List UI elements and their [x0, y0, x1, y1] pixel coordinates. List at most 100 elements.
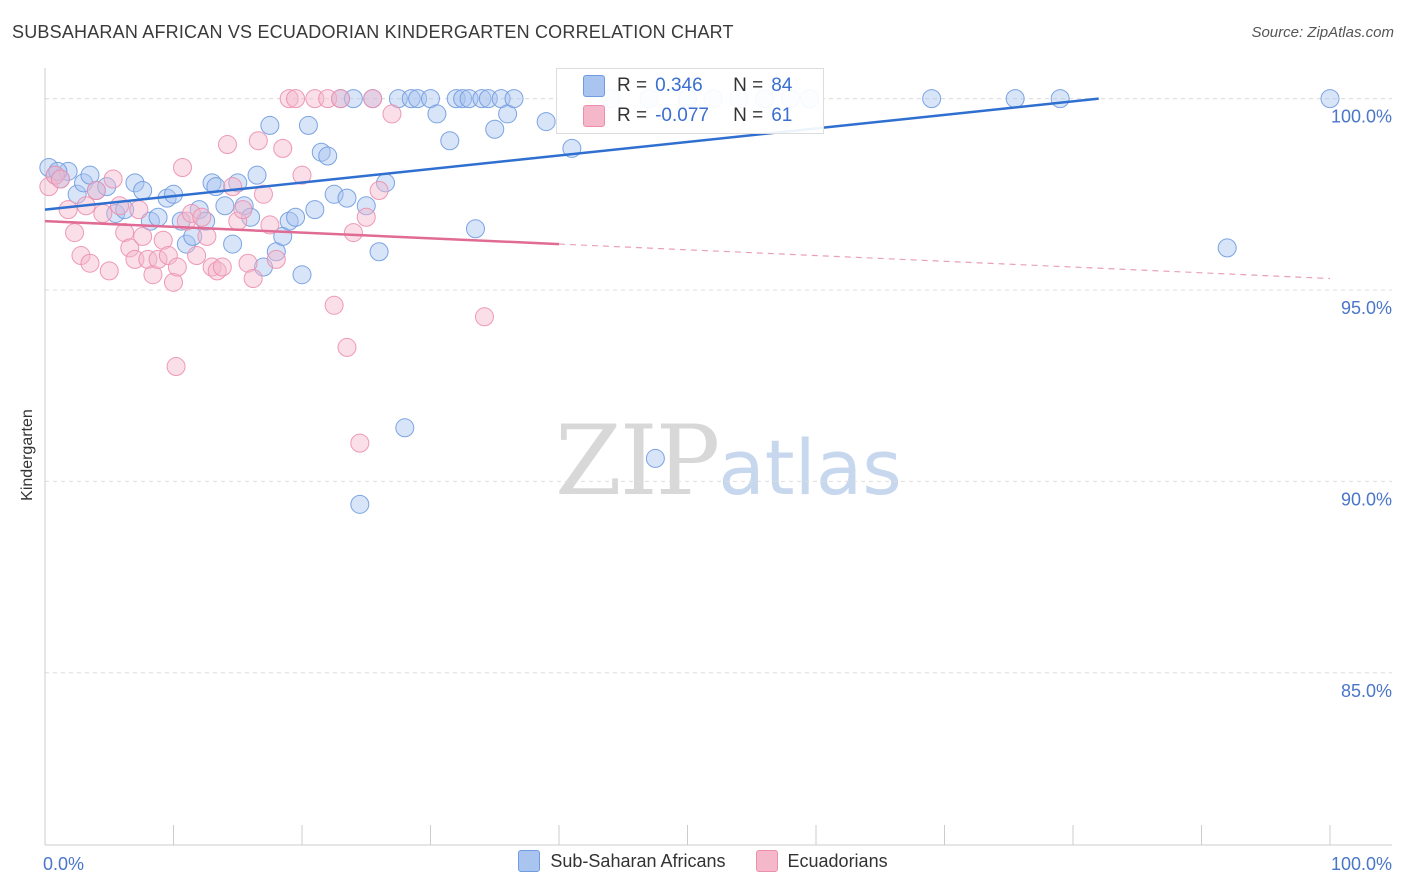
point-ecuadorian	[197, 226, 217, 246]
point-subsaharan	[247, 165, 267, 185]
point-subsaharan	[292, 265, 312, 285]
r-label: R =	[617, 105, 648, 126]
point-subsaharan	[223, 234, 243, 254]
swatch-ecuadorian	[583, 105, 605, 127]
point-ecuadorian	[202, 257, 222, 277]
point-ecuadorian	[166, 357, 186, 377]
watermark-zip: ZIP	[555, 405, 720, 517]
chart-title: SUBSAHARAN AFRICAN VS ECUADORIAN KINDERG…	[12, 22, 734, 42]
point-subsaharan	[395, 418, 415, 438]
y-tick-label: 95.0%	[1341, 298, 1392, 318]
point-ecuadorian	[337, 337, 357, 357]
point-ecuadorian	[45, 165, 65, 185]
point-subsaharan	[350, 494, 370, 514]
point-subsaharan	[286, 207, 306, 227]
swatch-subsaharan	[583, 75, 605, 97]
point-ecuadorian	[143, 265, 163, 285]
point-subsaharan	[453, 89, 473, 109]
point-ecuadorian	[153, 230, 173, 250]
point-ecuadorian	[260, 215, 280, 235]
point-subsaharan	[645, 448, 665, 468]
point-ecuadorian	[217, 135, 237, 155]
point-ecuadorian	[99, 261, 119, 281]
point-ecuadorian	[356, 207, 376, 227]
series-legend: Sub-Saharan Africans Ecuadorians	[0, 850, 1406, 872]
x-tick-label: 0.0%	[43, 854, 84, 874]
point-ecuadorian	[93, 203, 113, 223]
point-subsaharan	[337, 188, 357, 208]
n-label: N =	[733, 75, 764, 96]
legend-swatch-subsaharan	[518, 850, 541, 872]
point-subsaharan	[305, 200, 325, 220]
watermark: ZIPatlas	[555, 405, 902, 517]
point-subsaharan	[922, 89, 942, 109]
point-ecuadorian	[181, 203, 201, 223]
trend-lines	[44, 97, 1331, 280]
point-ecuadorian	[120, 238, 140, 258]
point-subsaharan	[401, 89, 421, 109]
point-subsaharan	[504, 89, 524, 109]
correlation-row-subsaharan: R = 0.346 N = 84	[557, 71, 823, 101]
data-points	[39, 89, 1340, 514]
point-ecuadorian	[129, 200, 149, 220]
tick-labels: 100.0% 95.0% 90.0% 85.0% 0.0% 100.0%	[43, 107, 1392, 874]
point-subsaharan	[1217, 238, 1237, 258]
r-value: -0.077	[655, 105, 709, 126]
point-ecuadorian	[474, 307, 494, 327]
point-subsaharan	[97, 177, 117, 197]
trend-line-subsaharan	[44, 97, 1099, 211]
n-value: 61	[771, 105, 793, 126]
point-ecuadorian	[65, 223, 85, 243]
point-ecuadorian	[39, 177, 59, 197]
point-ecuadorian	[331, 89, 351, 109]
legend-item-subsaharan[interactable]: Sub-Saharan Africans	[518, 850, 726, 872]
point-ecuadorian	[223, 177, 243, 197]
r-value: 0.346	[655, 75, 703, 96]
point-subsaharan	[58, 161, 78, 181]
point-subsaharan	[1320, 89, 1340, 109]
point-ecuadorian	[103, 169, 123, 189]
point-subsaharan	[148, 207, 168, 227]
correlation-row-ecuadorian: R = -0.077 N = 61	[557, 101, 823, 131]
point-ecuadorian	[266, 249, 286, 269]
point-subsaharan	[324, 184, 344, 204]
point-ecuadorian	[86, 180, 106, 200]
watermark-atlas: atlas	[718, 423, 902, 512]
point-subsaharan	[427, 104, 447, 124]
point-subsaharan	[356, 196, 376, 216]
point-subsaharan	[485, 119, 505, 139]
y-tick-label: 90.0%	[1341, 489, 1392, 509]
point-subsaharan	[125, 173, 145, 193]
point-subsaharan	[369, 242, 389, 262]
point-ecuadorian	[279, 89, 299, 109]
point-subsaharan	[472, 89, 492, 109]
axes	[44, 68, 1392, 846]
point-subsaharan	[465, 219, 485, 239]
point-ecuadorian	[133, 226, 153, 246]
point-ecuadorian	[212, 257, 232, 277]
point-ecuadorian	[253, 184, 273, 204]
point-subsaharan	[298, 115, 318, 135]
point-ecuadorian	[382, 104, 402, 124]
point-ecuadorian	[164, 272, 183, 292]
legend-item-ecuadorian[interactable]: Ecuadorians	[755, 850, 888, 872]
r-label: R =	[617, 75, 648, 96]
point-ecuadorian	[243, 269, 263, 289]
point-ecuadorian	[350, 433, 370, 453]
x-tick-label: 100.0%	[1331, 854, 1392, 874]
point-subsaharan	[440, 131, 460, 151]
point-ecuadorian	[187, 246, 207, 266]
point-ecuadorian	[238, 253, 258, 273]
point-ecuadorian	[273, 138, 293, 158]
point-ecuadorian	[248, 131, 268, 151]
point-ecuadorian	[324, 295, 344, 315]
legend-swatch-ecuadorian	[755, 850, 778, 872]
point-ecuadorian	[80, 253, 100, 273]
point-subsaharan	[1050, 89, 1070, 109]
y-tick-label: 100.0%	[1331, 107, 1392, 127]
n-label: N =	[733, 105, 764, 126]
legend-label-ecuadorian: Ecuadorians	[787, 850, 888, 871]
point-subsaharan	[215, 196, 235, 216]
n-value: 84	[771, 75, 793, 96]
point-ecuadorian	[363, 89, 383, 109]
